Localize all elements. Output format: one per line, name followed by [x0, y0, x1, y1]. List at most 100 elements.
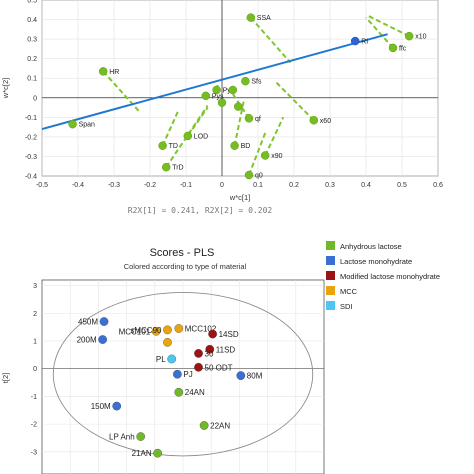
score-point-label: LP Anh	[109, 433, 135, 442]
score-point	[136, 432, 146, 441]
projection-line	[365, 16, 394, 49]
projection-line	[250, 16, 292, 64]
score-point-label: 80M	[247, 372, 263, 381]
score-point	[174, 387, 184, 397]
loading-point-label: LOD	[194, 133, 208, 140]
loading-point	[388, 43, 398, 53]
loading-zero-axes	[42, 0, 438, 176]
score-plot-title: Scores - PLS	[150, 247, 215, 259]
loading-point	[98, 67, 108, 76]
legend-label: Lactose monohydrate	[340, 257, 412, 266]
legend-swatch	[326, 301, 335, 310]
score-point-label: 11SD	[216, 345, 236, 354]
x-tick-label: 0.2	[289, 182, 299, 189]
y-tick-label: -1	[31, 394, 37, 401]
y-tick-label: -0.4	[25, 174, 37, 181]
score-plot: Scores - PLS Colored according to type o…	[1, 241, 440, 474]
projection-line	[264, 116, 285, 156]
score-point	[153, 448, 162, 458]
loading-x-axis-label: w*c[1]	[229, 193, 250, 202]
loading-point-label: SSA	[257, 15, 271, 22]
y-tick-label: 1	[33, 338, 37, 345]
loading-point-label: ffc	[399, 45, 407, 52]
y-tick-label: 0	[33, 95, 37, 102]
x-tick-label: 0.1	[253, 182, 263, 189]
loading-point	[228, 85, 238, 95]
legend-swatch	[326, 241, 335, 250]
score-point-label: 22AN	[210, 422, 230, 431]
loading-point-label: Sfs	[251, 79, 262, 86]
score-point	[173, 369, 182, 379]
loading-grid	[41, 0, 439, 177]
loading-point	[230, 141, 239, 150]
score-y-axis-label: t[2]	[1, 373, 10, 383]
score-point-label: MCC101	[119, 327, 151, 336]
loading-x-ticks: -0.5 -0.4 -0.3 -0.2 -0.1 0 0.1 0.2 0.3 0.4 0.5 0.6	[36, 182, 443, 189]
legend: Anhydrous lactose Lactose monohydrate Modi…	[326, 241, 440, 311]
score-point-label: 14SD	[219, 330, 239, 339]
score-point-label: 200M	[77, 336, 97, 345]
score-point-label: MCC102	[185, 325, 217, 334]
x-tick-label: 0.5	[397, 182, 407, 189]
score-point	[194, 362, 203, 372]
y-tick-label: -0.3	[25, 154, 37, 161]
score-point	[151, 326, 161, 336]
loading-point-label: BD	[241, 143, 251, 150]
score-point	[98, 335, 107, 344]
score-point	[163, 325, 172, 335]
x-tick-label: -0.2	[144, 182, 156, 189]
score-point	[163, 338, 172, 347]
y-tick-label: 0.2	[27, 56, 37, 63]
projection-line	[165, 105, 209, 168]
x-tick-label: 0.4	[361, 182, 371, 189]
score-point	[205, 344, 215, 354]
response-point-label: RI	[361, 39, 368, 46]
legend-swatch	[326, 271, 335, 280]
score-point-label: PJ	[183, 370, 192, 379]
loading-point	[244, 170, 254, 180]
loading-point-label: Pys	[212, 93, 224, 100]
score-point	[208, 329, 217, 339]
score-plot-subtitle: Colored according to type of material	[124, 262, 247, 271]
loading-point-label: x90	[271, 153, 282, 160]
y-tick-label: 0.3	[27, 37, 37, 44]
loading-point	[158, 141, 167, 150]
loading-point-label: qf	[255, 116, 261, 123]
x-tick-label: 0.3	[325, 182, 335, 189]
score-point-label: 24AN	[185, 388, 205, 397]
legend-label: MCC	[340, 287, 358, 296]
legend-swatch	[326, 256, 335, 265]
legend-label: Modified lactose monohydrate	[340, 272, 440, 281]
y-tick-label: -0.1	[25, 115, 37, 122]
loading-point	[233, 102, 243, 111]
loading-point	[68, 119, 77, 129]
projection-line	[161, 109, 180, 147]
loading-point	[246, 13, 256, 22]
score-point	[174, 324, 184, 333]
hotelling-ellipse	[52, 292, 314, 457]
loading-point	[260, 151, 270, 160]
loading-points: SSAx10ffcHRPyFSfsSpanPysqfx60TDLODBDx90T…	[68, 13, 427, 180]
score-point-label: PL	[156, 355, 166, 364]
response-point	[350, 36, 360, 46]
y-tick-label: 3	[33, 283, 37, 290]
score-point-label: 21AN	[132, 449, 152, 458]
y-tick-label: 0.4	[27, 17, 37, 24]
legend-label: Anhydrous lactose	[340, 242, 402, 251]
y-tick-label: -3	[31, 449, 37, 456]
y-tick-label: 2	[33, 311, 37, 318]
score-point	[167, 354, 177, 364]
loading-point-label: TrD	[172, 165, 183, 172]
loading-r2x-footer: R2X[1] = 0.241, R2X[2] = 0.202	[128, 206, 273, 215]
x-tick-label: 0.6	[433, 182, 443, 189]
x-tick-label: -0.5	[36, 182, 48, 189]
score-point	[112, 401, 122, 411]
score-point	[236, 371, 246, 380]
projection-line	[231, 93, 250, 119]
legend-label: SDI	[340, 302, 353, 311]
loading-point	[309, 116, 319, 125]
loading-point	[161, 162, 171, 172]
score-point	[99, 317, 109, 326]
